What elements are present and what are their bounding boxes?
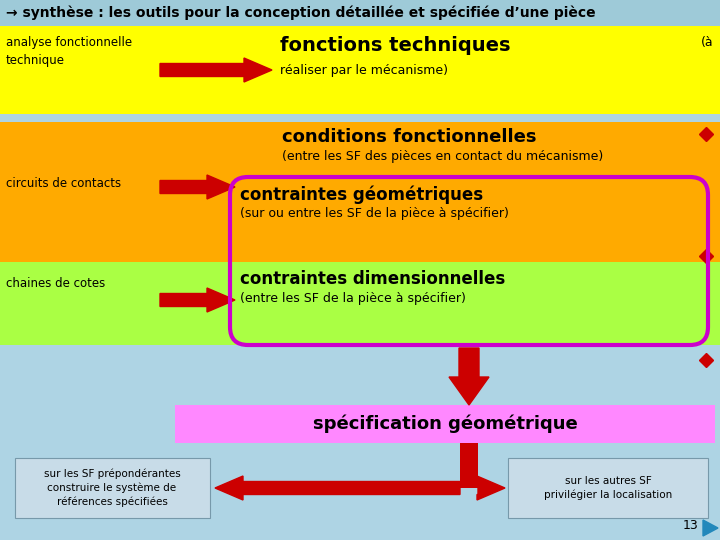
Polygon shape [160,58,272,82]
Polygon shape [477,476,505,500]
Text: sur les autres SF
privilégier la localisation: sur les autres SF privilégier la localis… [544,476,672,500]
Text: sur les SF prépondérantes
construire le système de
références spécifiées: sur les SF prépondérantes construire le … [44,469,181,507]
Text: (sur ou entre les SF de la pièce à spécifier): (sur ou entre les SF de la pièce à spéci… [240,207,509,220]
Text: chaines de cotes: chaines de cotes [6,277,105,290]
Polygon shape [449,348,489,405]
Bar [175,405,715,443]
Bar [508,458,708,518]
Polygon shape [703,520,718,536]
Polygon shape [160,175,235,199]
Text: circuits de contacts: circuits de contacts [6,177,121,190]
Polygon shape [160,288,235,312]
Bar [0,262,720,345]
Text: contraintes géométriques: contraintes géométriques [240,185,483,204]
Bar [0,0,720,26]
Text: 13: 13 [683,519,698,532]
Text: (entre les SF des pièces en contact du mécanisme): (entre les SF des pièces en contact du m… [282,150,603,163]
Text: (entre les SF de la pièce à spécifier): (entre les SF de la pièce à spécifier) [240,292,466,305]
Text: → synthèse : les outils pour la conception détaillée et spécifiée d’une pièce: → synthèse : les outils pour la concepti… [6,6,595,20]
Text: conditions fonctionnelles: conditions fonctionnelles [282,128,536,146]
Text: spécification géométrique: spécification géométrique [312,415,577,433]
Text: réaliser par le mécanisme): réaliser par le mécanisme) [280,64,448,77]
Bar [0,26,720,114]
Text: (à: (à [701,36,714,49]
Text: analyse fonctionnelle
technique: analyse fonctionnelle technique [6,36,132,67]
Polygon shape [215,476,460,500]
Text: contraintes dimensionnelles: contraintes dimensionnelles [240,270,505,288]
Bar [0,122,720,272]
Bar [15,458,210,518]
Text: fonctions techniques: fonctions techniques [280,36,510,55]
Bar [460,443,478,488]
